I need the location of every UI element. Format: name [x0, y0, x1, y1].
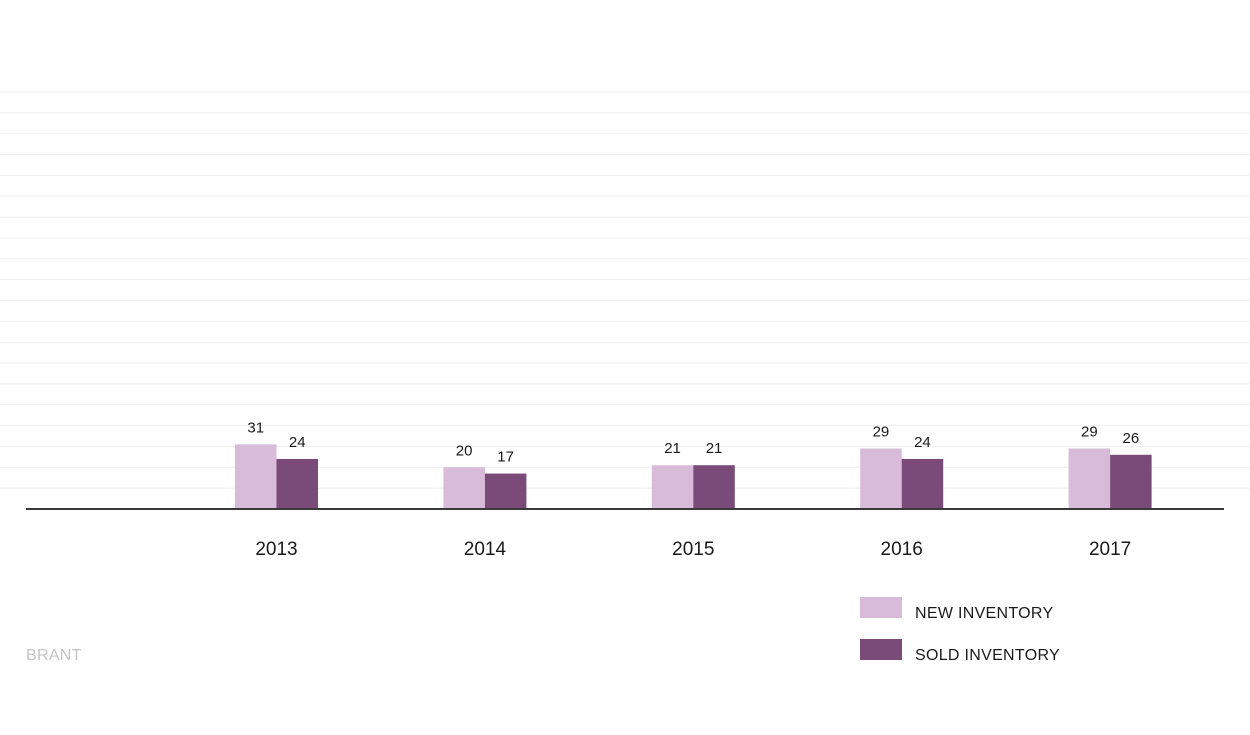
bar-new-inventory-2013 [235, 444, 277, 509]
x-tick-label-2017: 2017 [1089, 539, 1131, 560]
legend-swatch-new-inventory [860, 597, 902, 618]
data-label-sold-inventory-2016: 24 [914, 434, 931, 451]
x-tick-labels: 2013 2014 2015 2016 2017 [255, 539, 1131, 560]
data-label-sold-inventory-2014: 17 [497, 449, 514, 466]
data-label-new-inventory-2014: 20 [456, 442, 473, 459]
x-tick-label-2015: 2015 [672, 539, 714, 560]
legend-label-sold-inventory: SOLD INVENTORY [915, 647, 1060, 664]
gridlines [0, 91, 1250, 489]
x-tick-label-2014: 2014 [464, 539, 507, 560]
bar-new-inventory-2014 [443, 467, 485, 509]
x-tick-label-2016: 2016 [881, 539, 923, 560]
data-label-sold-inventory-2015: 21 [706, 440, 723, 457]
bar-sold-inventory-2017 [1110, 454, 1152, 509]
bar-sold-inventory-2014 [484, 473, 527, 509]
legend-label-new-inventory: NEW INVENTORY [915, 605, 1053, 622]
data-label-new-inventory-2017: 29 [1081, 424, 1098, 441]
data-label-new-inventory-2016: 29 [873, 424, 890, 441]
bar-new-inventory-2015 [651, 465, 694, 509]
data-label-sold-inventory-2017: 26 [1123, 430, 1140, 447]
bar-new-inventory-2017 [1068, 448, 1111, 509]
value-labels: 31 24 20 17 21 21 29 24 29 26 [247, 419, 1139, 465]
bar-new-inventory-2016 [860, 448, 902, 509]
data-label-new-inventory-2015: 21 [664, 440, 681, 457]
data-label-sold-inventory-2013: 24 [289, 434, 306, 451]
bars [235, 444, 1152, 509]
legend: NEW INVENTORY SOLD INVENTORY [860, 597, 1060, 664]
bar-sold-inventory-2015 [693, 465, 735, 509]
bar-sold-inventory-2013 [276, 458, 318, 509]
region-label: BRANT [26, 647, 82, 664]
legend-swatch-sold-inventory [860, 639, 902, 660]
x-tick-label-2013: 2013 [255, 539, 297, 560]
bar-sold-inventory-2016 [901, 458, 944, 509]
data-label-new-inventory-2013: 31 [247, 419, 264, 436]
